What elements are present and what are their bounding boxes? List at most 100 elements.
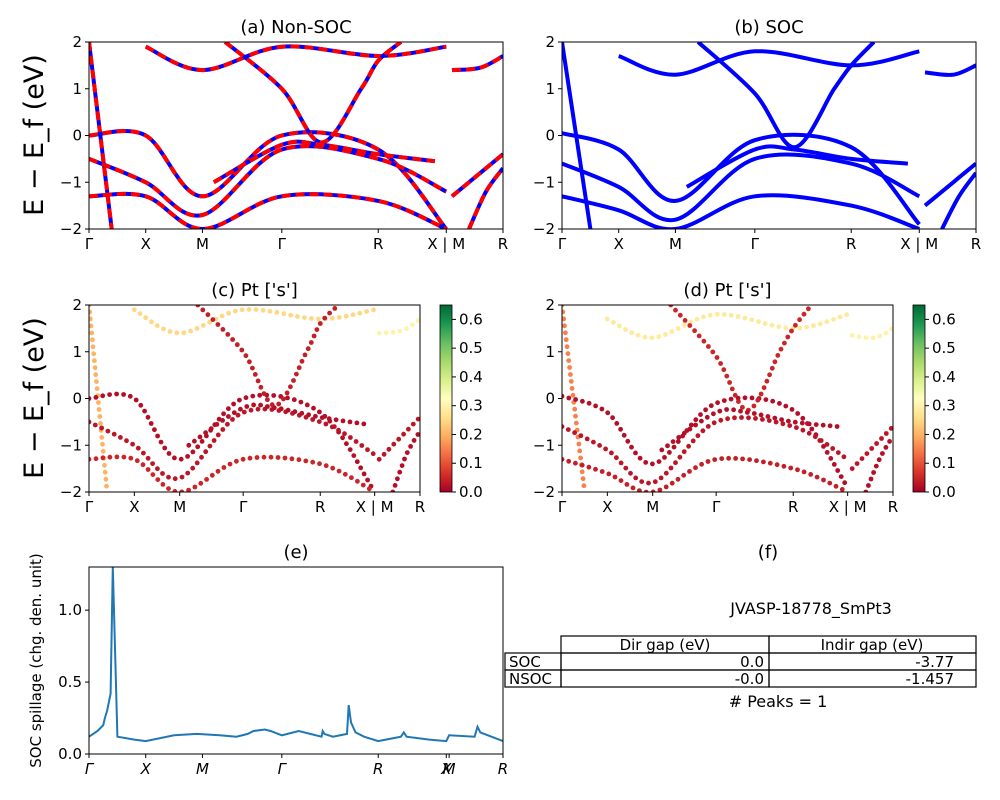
band-point — [801, 311, 807, 317]
band-point — [726, 455, 731, 461]
band-point — [200, 307, 206, 313]
band-point — [347, 419, 353, 425]
band-point — [573, 420, 579, 426]
band-point — [873, 463, 879, 469]
band-point — [581, 483, 587, 489]
band-point — [693, 422, 698, 428]
band-point — [887, 439, 892, 444]
band-point — [687, 323, 693, 328]
band-point — [220, 327, 226, 332]
band-point — [675, 326, 681, 331]
band-point — [787, 423, 793, 428]
panel-f-gap-table: (f) JVASP-18778_SmPt3 Dir gap (eV) Indir… — [504, 542, 977, 711]
band-point — [821, 477, 826, 483]
band-point — [336, 427, 341, 433]
band-point — [831, 317, 836, 322]
x-tick-label: R — [373, 760, 383, 778]
band-point — [336, 468, 342, 474]
band-point — [89, 323, 94, 329]
panel-d-pt-s-projection: (d) Pt ['s'] Γ X M Γ R X | M R 2 1 0 −1 −2 0.6 0.5 0.4 0… — [533, 280, 956, 516]
band-point — [681, 472, 687, 478]
colorbar-tick-label: 0.1 — [459, 454, 483, 472]
band-point — [834, 424, 840, 429]
band-point — [316, 419, 322, 424]
colorbar-tick-label: 0.2 — [932, 425, 956, 443]
band-point — [806, 430, 812, 436]
band-point — [692, 328, 697, 334]
x-tick-label: X | M — [356, 498, 394, 516]
band-point — [207, 443, 213, 449]
band-point — [756, 319, 761, 325]
colorbar-tick-label: 0.0 — [932, 483, 956, 501]
band-line — [685, 144, 909, 189]
band-point — [755, 397, 761, 403]
band-point — [155, 477, 161, 482]
band-point — [621, 432, 627, 438]
band-point — [766, 418, 772, 423]
band-point — [769, 365, 775, 371]
band-point — [812, 434, 818, 440]
band-point — [278, 406, 284, 412]
band-point — [201, 323, 206, 328]
band-point — [231, 401, 237, 407]
band-point — [143, 315, 149, 321]
band-point — [89, 330, 95, 336]
band-point — [174, 330, 180, 336]
band-point — [618, 460, 624, 466]
band-point — [673, 307, 678, 313]
band-point — [800, 415, 806, 421]
band-point — [676, 435, 682, 440]
band-point — [121, 392, 126, 397]
band-point — [797, 317, 802, 323]
band-point — [254, 455, 260, 460]
panel-a-nonsoc-bands: (a) Non-SOC Γ X M Γ R X | M R 2 1 0 −1 −2 — [60, 17, 508, 253]
band-point — [327, 310, 332, 316]
band-point — [715, 400, 720, 406]
band-point — [793, 322, 798, 328]
band-point — [779, 417, 784, 422]
band-point — [760, 417, 765, 422]
y-tick-label: 2 — [72, 296, 82, 314]
band-point — [562, 393, 565, 399]
band-point — [625, 438, 631, 444]
band-point — [311, 405, 316, 411]
axes-frame — [561, 304, 894, 493]
band-point — [92, 358, 97, 364]
band-point — [172, 476, 178, 482]
band-point — [578, 455, 583, 461]
band-point — [610, 415, 615, 421]
band-point — [564, 344, 570, 350]
band-point — [406, 426, 411, 432]
table-row-label: NSOC — [509, 670, 552, 688]
y-tick-label: 0.5 — [58, 673, 82, 691]
band-point — [871, 470, 876, 475]
band-point — [415, 416, 420, 422]
band-point — [699, 418, 704, 424]
band-point — [746, 415, 751, 421]
band-point — [675, 439, 681, 444]
x-tick-label: Γ — [239, 498, 248, 516]
band-point — [830, 446, 836, 451]
band-point — [274, 310, 280, 315]
table-header-indir-gap: Indir gap (eV) — [821, 636, 924, 654]
band-point — [231, 410, 237, 416]
band-point — [818, 438, 824, 443]
band-point — [395, 476, 400, 482]
band-point — [323, 463, 329, 469]
band-point — [854, 461, 860, 466]
band-point — [729, 386, 735, 392]
band-point — [241, 409, 247, 415]
band-point — [93, 372, 99, 378]
band-point — [662, 455, 667, 460]
band-point — [612, 474, 618, 480]
points-group — [89, 305, 420, 492]
band-point — [864, 451, 870, 456]
band-point — [804, 324, 809, 330]
x-tick-label: M — [443, 760, 456, 778]
band-point — [160, 482, 166, 487]
band-point — [579, 469, 585, 475]
band-point — [195, 444, 201, 450]
band-point — [285, 395, 290, 401]
band-point — [154, 323, 160, 328]
band-point — [265, 397, 270, 403]
